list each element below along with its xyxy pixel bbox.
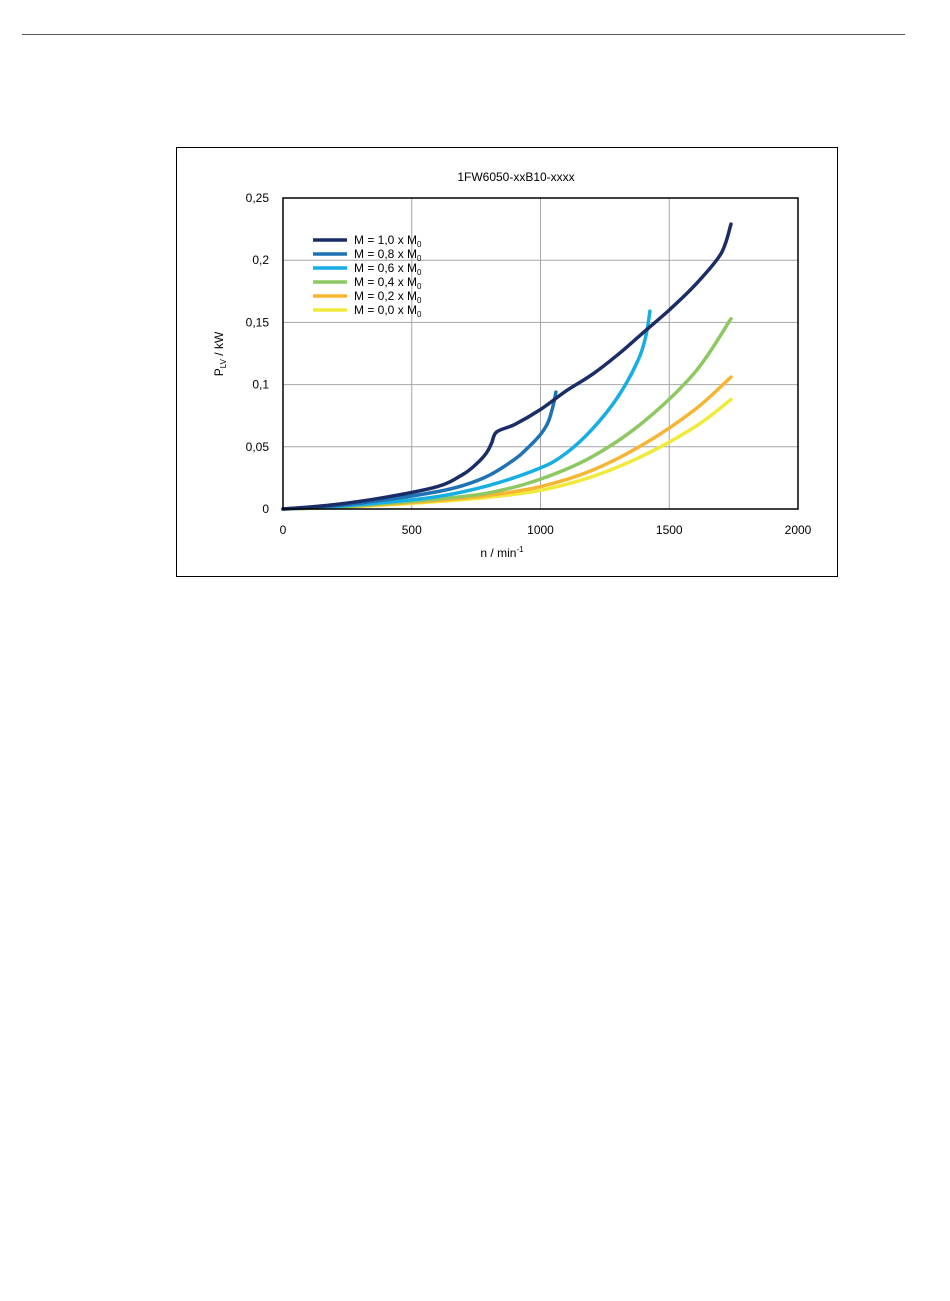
x-tick-labels: 0 500 1000 1500 2000	[280, 523, 812, 537]
grid-lines	[283, 198, 798, 509]
legend-label: M = 0,2 x M0	[354, 289, 422, 305]
legend-label: M = 1,0 x M0	[354, 233, 422, 249]
y-tick-label: 0	[262, 502, 269, 516]
legend-label: M = 0,4 x M0	[354, 275, 422, 291]
x-tick-label: 1500	[656, 523, 683, 537]
y-tick-labels: 0 0,05 0,1 0,15 0,2 0,25	[246, 191, 270, 516]
chart-title: 1FW6050-xxB10-xxxx	[457, 170, 574, 184]
y-tick-label: 0,1	[252, 378, 269, 392]
plot-area-border	[282, 197, 799, 510]
chart-svg: 1FW6050-xxB10-xxxx 0 500 1000 1500 2000 0 0,0…	[212, 170, 812, 560]
x-axis-label: n / min-1	[480, 545, 524, 560]
y-axis-label: PLV / kW	[212, 331, 228, 376]
legend-label: M = 0,6 x M0	[354, 261, 422, 277]
legend: M = 1,0 x M0M = 0,8 x M0M = 0,6 x M0M = …	[313, 233, 422, 319]
x-tick-label: 2000	[785, 523, 812, 537]
page-top-rule	[22, 34, 905, 35]
series-group	[281, 222, 733, 511]
x-tick-label: 500	[402, 523, 422, 537]
x-tick-label: 1000	[527, 523, 554, 537]
y-tick-label: 0,15	[246, 315, 270, 329]
legend-label: M = 0,0 x M0	[354, 303, 422, 319]
y-tick-label: 0,25	[246, 191, 270, 205]
series-line	[281, 222, 733, 511]
legend-label: M = 0,8 x M0	[354, 247, 422, 263]
series-line	[281, 390, 558, 511]
series-line	[281, 309, 652, 511]
y-tick-label: 0,05	[246, 440, 270, 454]
x-tick-label: 0	[280, 523, 287, 537]
chart-frame: 1FW6050-xxB10-xxxx 0 500 1000 1500 2000 0 0,0…	[176, 147, 838, 577]
y-tick-label: 0,2	[252, 253, 269, 267]
